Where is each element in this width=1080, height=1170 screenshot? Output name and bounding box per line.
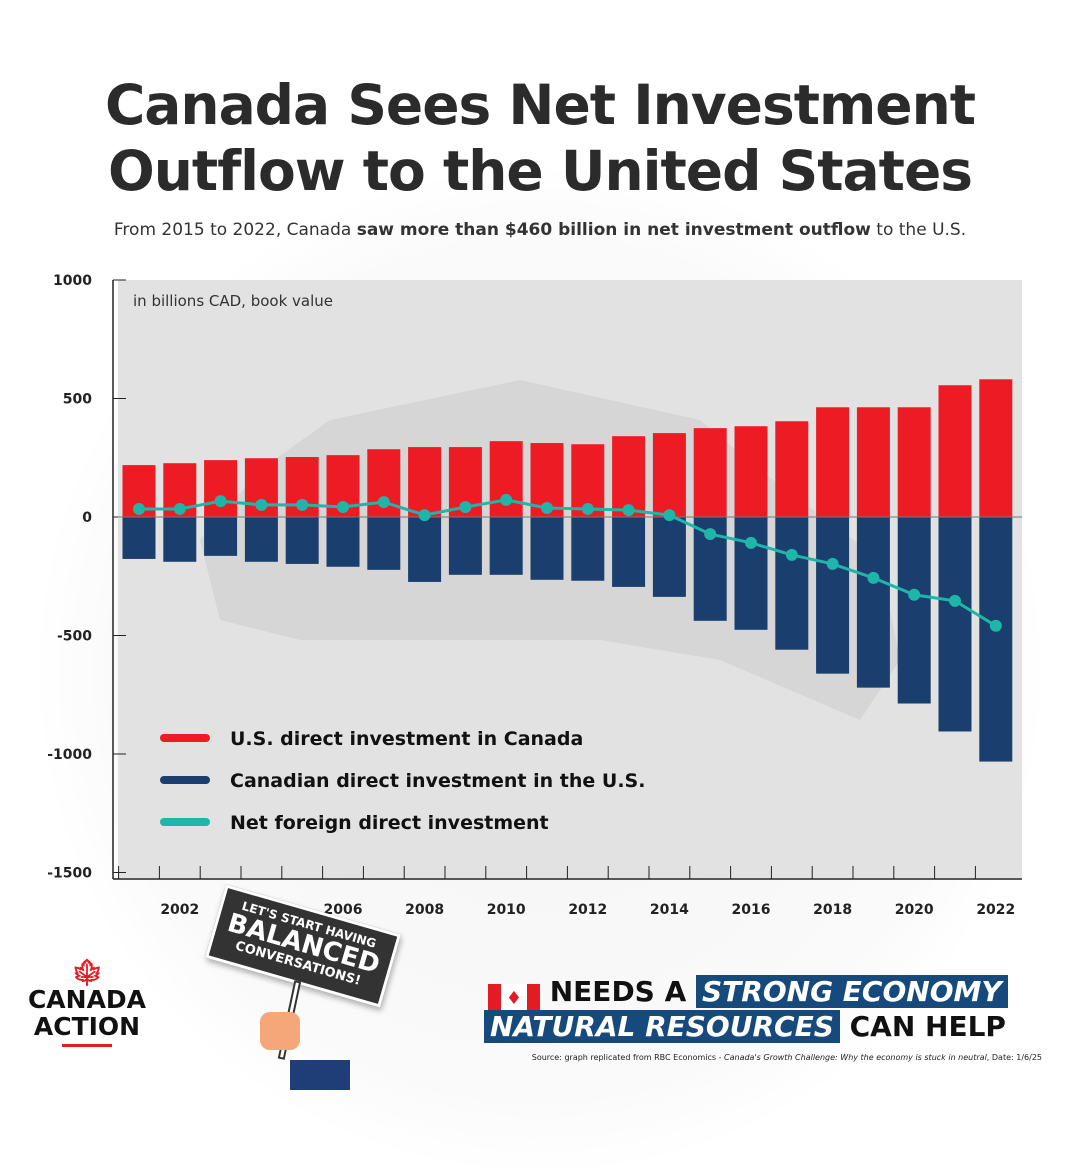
net-point: [867, 571, 880, 584]
bar-canadian-investment: [816, 517, 850, 674]
legend-label: Canadian direct investment in the U.S.: [230, 770, 645, 792]
bar-canadian-investment: [489, 517, 523, 575]
canada-flag-icon: ♦: [488, 984, 540, 1014]
bar-us-investment: [816, 407, 850, 517]
bar-canadian-investment: [285, 517, 319, 564]
x-tick-label: 2008: [405, 902, 444, 918]
legend-label: U.S. direct investment in Canada: [230, 728, 583, 750]
bar-canadian-investment: [775, 517, 809, 650]
net-point: [133, 502, 145, 515]
tagline-1: ♦ NEEDS A STRONG ECONOMY: [488, 975, 1008, 1014]
bar-canadian-investment: [244, 517, 278, 562]
y-tick-label: -1500: [47, 866, 92, 882]
net-point: [704, 528, 717, 541]
bar-canadian-investment: [204, 517, 238, 556]
net-point: [622, 504, 635, 517]
net-point: [255, 498, 268, 511]
source-note: Source: graph replicated from RBC Econom…: [531, 1053, 1042, 1062]
tagline-2: NATURAL RESOURCES CAN HELP: [484, 1010, 1006, 1043]
bar-canadian-investment: [367, 517, 401, 570]
bar-canadian-investment: [652, 517, 686, 597]
bar-us-investment: [204, 460, 238, 517]
bar-canadian-investment: [122, 517, 156, 559]
bar-canadian-investment: [897, 517, 931, 704]
bar-canadian-investment: [856, 517, 890, 688]
bar-canadian-investment: [448, 517, 482, 575]
y-tick-label: 1000: [53, 273, 92, 289]
bar-us-investment: [652, 433, 686, 517]
y-tick-label: 500: [63, 392, 92, 408]
chart-annotation: in billions CAD, book value: [133, 292, 333, 310]
maple-leaf-icon: 🍁︎: [70, 958, 104, 988]
y-tick-label: -1000: [47, 747, 92, 763]
hand-icon: [260, 1012, 300, 1050]
bar-us-investment: [734, 426, 768, 517]
y-tick-label: 0: [82, 510, 92, 526]
subtitle: From 2015 to 2022, Canada saw more than …: [113, 220, 967, 240]
bar-canadian-investment: [571, 517, 605, 581]
net-point: [418, 509, 431, 522]
x-tick-label: 2012: [568, 902, 607, 918]
bar-canadian-investment: [612, 517, 646, 587]
x-tick-label: 2010: [487, 902, 526, 918]
bar-us-investment: [408, 447, 442, 517]
x-tick-label: 2014: [650, 902, 689, 918]
net-point: [173, 502, 186, 515]
net-point: [949, 594, 961, 607]
sleeve: [290, 1060, 350, 1090]
bar-us-investment: [897, 407, 931, 517]
bar-canadian-investment: [326, 517, 360, 567]
bar-us-investment: [612, 436, 646, 517]
bar-canadian-investment: [530, 517, 564, 580]
net-point: [500, 493, 513, 506]
net-point: [663, 509, 676, 522]
x-tick-label: 2018: [813, 902, 852, 918]
bar-canadian-investment: [163, 517, 197, 562]
bar-us-investment: [856, 407, 890, 517]
x-tick-label: 2020: [895, 902, 934, 918]
canada-action-logo: 🍁︎ CANADA ACTION: [22, 960, 152, 1047]
net-point: [296, 498, 309, 511]
net-point: [581, 502, 594, 515]
bar-us-investment: [693, 428, 727, 517]
net-point: [541, 501, 553, 514]
page-title: Canada Sees Net Investment Outflow to the…: [104, 73, 976, 203]
bar-canadian-investment: [979, 517, 1013, 762]
bar-canadian-investment: [408, 517, 442, 582]
net-point: [826, 557, 839, 570]
net-line: [139, 498, 997, 628]
bar-canadian-investment: [938, 517, 972, 732]
bar-us-investment: [979, 379, 1013, 517]
x-tick-label: 2016: [732, 902, 771, 918]
net-point: [989, 619, 1002, 632]
chart: in billions CAD, book value 1000 500 0 -500 -…: [47, 273, 1022, 918]
x-tick-label: 2006: [324, 902, 363, 918]
net-point: [459, 501, 472, 514]
net-point: [908, 588, 921, 601]
bar-us-investment: [775, 421, 809, 517]
net-point: [214, 495, 227, 508]
x-tick-label: 2002: [160, 902, 199, 918]
net-point: [745, 536, 757, 549]
bar-canadian-investment: [734, 517, 768, 630]
net-point: [337, 501, 349, 514]
legend-label: Net foreign direct investment: [230, 812, 549, 834]
y-tick-label: -500: [57, 629, 92, 645]
bar-us-investment: [938, 385, 972, 517]
net-point: [377, 496, 390, 509]
x-tick-label: 2022: [976, 902, 1015, 918]
net-point: [785, 548, 798, 561]
